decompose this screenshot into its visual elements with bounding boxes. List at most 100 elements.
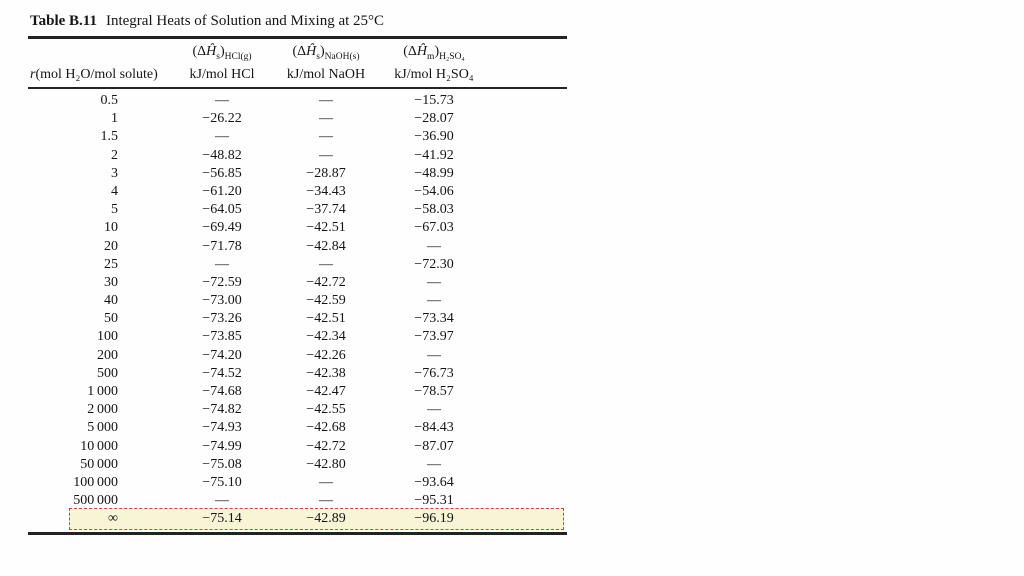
cell-h2so4: −76.73 <box>414 365 454 381</box>
table-row: 500 000 — — −95.31 <box>28 492 567 510</box>
table-row: 50 000 −75.08 −42.80 — <box>28 456 567 474</box>
table-header-row: r(mol H₂O/mol solute) (ΔĤs)HCl(g) kJ/mol… <box>28 41 567 86</box>
cell-spacer <box>488 474 567 492</box>
cell-naoh: −42.68 <box>306 420 346 436</box>
divider-header <box>28 87 567 89</box>
cell-ratio: 1 <box>111 111 118 127</box>
cell-h2so4: −73.34 <box>414 311 454 327</box>
cell-hcl: −74.20 <box>202 347 242 363</box>
cell-ratio: 2 <box>111 147 118 163</box>
cell-hcl: — <box>215 256 229 272</box>
cell-hcl: −56.85 <box>202 165 242 181</box>
cell-spacer <box>488 401 567 419</box>
cell-h2so4: −41.92 <box>414 147 454 163</box>
cell-spacer <box>488 165 567 183</box>
table-title: Table B.11 Integral Heats of Solution and… <box>30 11 384 31</box>
cell-ratio: 200 <box>97 347 118 363</box>
table-row: 0.5 — — −15.73 <box>28 92 567 110</box>
cell-naoh: −37.74 <box>306 202 346 218</box>
cell-naoh: — <box>319 474 333 490</box>
cell-ratio: 10 000 <box>80 438 118 454</box>
table-number: Table B.11 <box>30 13 97 29</box>
table-row: 30 −72.59 −42.72 — <box>28 274 567 292</box>
cell-spacer <box>488 492 567 510</box>
table-row: 1 −26.22 — −28.07 <box>28 110 567 128</box>
cell-ratio: 1 000 <box>87 384 118 399</box>
cell-h2so4: −96.19 <box>414 511 454 527</box>
cell-spacer <box>488 147 567 165</box>
cell-naoh: −42.59 <box>306 293 346 309</box>
table-row: 200 −74.20 −42.26 — <box>28 347 567 365</box>
cell-spacer <box>488 201 567 219</box>
cell-hcl: −69.49 <box>202 220 242 236</box>
cell-spacer <box>488 183 567 201</box>
cell-ratio: 5 000 <box>87 420 118 436</box>
cell-spacer <box>488 328 567 346</box>
cell-spacer <box>488 256 567 274</box>
ratio-symbol: r <box>30 67 36 82</box>
table-row: 25 — — −72.30 <box>28 256 567 274</box>
cell-naoh: −42.34 <box>306 329 346 345</box>
table-row: 100 −73.85 −42.34 −73.97 <box>28 328 567 346</box>
cell-ratio: 2 000 <box>87 402 118 418</box>
cell-naoh: — <box>319 129 333 145</box>
table-row: 4 −61.20 −34.43 −54.06 <box>28 183 567 201</box>
cell-spacer <box>488 238 567 256</box>
cell-naoh: — <box>319 93 333 108</box>
naoh-enthalpy-symbol: (ΔĤs)NaOH(s) <box>292 44 360 62</box>
divider-top <box>28 36 567 39</box>
table-row: 2 −48.82 — −41.92 <box>28 147 567 165</box>
cell-naoh: — <box>319 256 333 272</box>
table-row: 500 −74.52 −42.38 −76.73 <box>28 365 567 383</box>
cell-ratio: 50 000 <box>80 456 118 472</box>
cell-ratio: 500 000 <box>73 493 118 509</box>
cell-hcl: −74.93 <box>202 420 242 436</box>
cell-h2so4: −48.99 <box>414 165 454 181</box>
cell-h2so4: — <box>427 347 441 363</box>
cell-hcl: −74.52 <box>202 365 242 381</box>
cell-ratio: 4 <box>111 183 118 199</box>
h2so4-units: kJ/mol H₂SO₄ <box>394 67 474 82</box>
column-header-h2so4: (ΔĤm)H₂SO₄ kJ/mol H₂SO₄ <box>380 43 488 86</box>
cell-hcl: — <box>215 129 229 145</box>
cell-hcl: — <box>215 93 229 108</box>
cell-ratio: 25 <box>104 256 118 272</box>
cell-h2so4: −73.97 <box>414 329 454 345</box>
table-row: 2 000 −74.82 −42.55 — <box>28 401 567 419</box>
cell-spacer <box>488 219 567 237</box>
cell-spacer <box>488 383 567 401</box>
table-row: 40 −73.00 −42.59 — <box>28 292 567 310</box>
cell-h2so4: −15.73 <box>414 93 454 108</box>
cell-naoh: −42.72 <box>306 438 346 454</box>
cell-naoh: −28.87 <box>306 165 346 181</box>
cell-h2so4: −93.64 <box>414 474 454 490</box>
cell-h2so4: — <box>427 293 441 309</box>
column-header-hcl: (ΔĤs)HCl(g) kJ/mol HCl <box>172 43 272 86</box>
cell-spacer <box>488 274 567 292</box>
naoh-units: kJ/mol NaOH <box>286 67 366 82</box>
ratio-units: (mol H₂O/mol solute) <box>35 67 158 82</box>
column-header-ratio: r(mol H₂O/mol solute) <box>28 66 172 86</box>
cell-spacer <box>488 456 567 474</box>
table-row: ∞ −75.14 −42.89 −96.19 <box>28 508 567 530</box>
cell-ratio: 20 <box>104 238 118 254</box>
cell-naoh: −42.72 <box>306 274 346 290</box>
table-row: 1.5 — — −36.90 <box>28 128 567 146</box>
cell-hcl: −73.85 <box>202 329 242 345</box>
cell-h2so4: −67.03 <box>414 220 454 236</box>
cell-ratio: 30 <box>104 274 118 290</box>
cell-h2so4: −87.07 <box>414 438 454 454</box>
cell-spacer <box>488 128 567 146</box>
table-row: 5 −64.05 −37.74 −58.03 <box>28 201 567 219</box>
cell-naoh: — <box>319 493 333 509</box>
cell-spacer <box>488 365 567 383</box>
cell-naoh: −42.55 <box>306 402 346 418</box>
column-header-naoh: (ΔĤs)NaOH(s) kJ/mol NaOH <box>272 43 380 86</box>
cell-hcl: −74.99 <box>202 438 242 454</box>
cell-spacer <box>488 438 567 456</box>
cell-ratio: 500 <box>97 365 118 381</box>
table-row: 1 000 −74.68 −42.47 −78.57 <box>28 383 567 401</box>
cell-naoh: −42.84 <box>306 238 346 254</box>
cell-naoh: — <box>319 111 333 127</box>
